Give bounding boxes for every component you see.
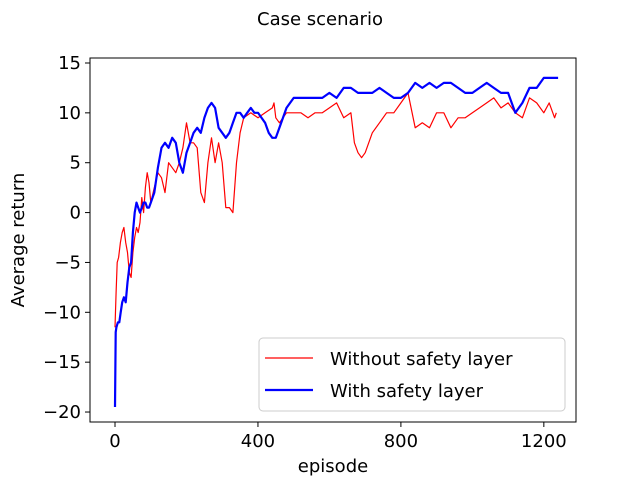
legend: Without safety layer With safety layer: [258, 337, 566, 412]
legend-label-with-safety-layer: With safety layer: [330, 381, 484, 402]
x-axis-ticks: 0 400 800 1200: [109, 422, 567, 452]
x-axis-title: episode: [298, 456, 368, 477]
x-tick-label: 400: [241, 431, 275, 452]
x-tick-label: 0: [109, 431, 120, 452]
y-tick-label: −5: [54, 252, 81, 273]
y-axis-ticks: −20 −15 −10 −5 0 5 10 15: [43, 53, 90, 423]
series-lines: [113, 76, 559, 408]
y-tick-label: 0: [70, 203, 81, 224]
series-line-without-safety-layer: [114, 92, 557, 328]
y-tick-label: 5: [70, 153, 81, 174]
legend-label-without-safety-layer: Without safety layer: [330, 349, 513, 370]
legend-box: [258, 337, 566, 412]
y-axis-title: Average return: [8, 173, 29, 308]
series-line-with-safety-layer: [113, 76, 559, 408]
chart-title: Case scenario: [257, 9, 383, 30]
plot-frame: [89, 57, 577, 423]
y-tick-label: −20: [43, 402, 81, 423]
x-tick-label: 1200: [521, 431, 567, 452]
y-tick-label: 15: [58, 53, 81, 74]
y-tick-label: −15: [43, 352, 81, 373]
y-tick-label: 10: [58, 103, 81, 124]
y-tick-label: −10: [43, 302, 81, 323]
x-tick-label: 800: [384, 431, 418, 452]
